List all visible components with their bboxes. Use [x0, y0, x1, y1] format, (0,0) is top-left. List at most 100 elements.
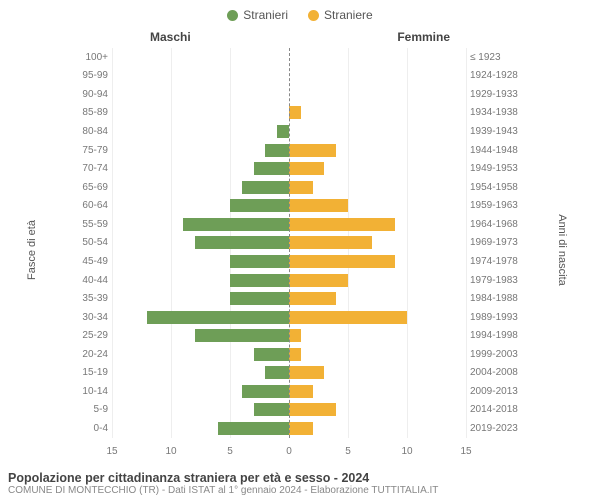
year-label: ≤ 1923	[466, 52, 528, 63]
male-half	[112, 364, 289, 383]
female-half	[289, 382, 466, 401]
age-row: 50-54 1969-1973	[72, 234, 528, 253]
year-label: 1979-1983	[466, 275, 528, 286]
female-half	[289, 234, 466, 253]
chart-subtitle: COMUNE DI MONTECCHIO (TR) - Dati ISTAT a…	[8, 485, 592, 496]
header-male: Maschi	[150, 30, 191, 44]
bar-pair	[112, 67, 466, 86]
male-half	[112, 159, 289, 178]
age-row: 20-241999-2003	[72, 345, 528, 364]
bar-pair	[112, 85, 466, 104]
age-row: 30-34 1989-1993	[72, 308, 528, 327]
age-label: 5-9	[72, 404, 112, 415]
female-half	[289, 67, 466, 86]
legend-swatch-male	[227, 10, 238, 21]
age-row: 60-641959-1963	[72, 197, 528, 216]
legend-label-male: Stranieri	[243, 8, 288, 22]
age-label: 50-54	[72, 237, 112, 248]
male-half	[112, 215, 289, 234]
x-tick: 15	[460, 446, 471, 457]
header-female: Femmine	[397, 30, 450, 44]
male-bar	[254, 348, 289, 361]
age-row: 40-441979-1983	[72, 271, 528, 290]
bar-pair	[112, 104, 466, 123]
male-bar	[230, 292, 289, 305]
year-label: 1959-1963	[466, 200, 528, 211]
female-bar	[289, 181, 313, 194]
bar-pair	[112, 382, 466, 401]
male-bar	[195, 329, 289, 342]
y-axis-right-title: Anni di nascita	[556, 214, 568, 286]
male-bar	[147, 311, 289, 324]
bar-pair	[112, 364, 466, 383]
male-half	[112, 252, 289, 271]
male-bar	[230, 274, 289, 287]
year-label: 1994-1998	[466, 330, 528, 341]
male-bar	[265, 366, 289, 379]
male-half	[112, 326, 289, 345]
bar-pair	[112, 122, 466, 141]
female-half	[289, 345, 466, 364]
year-label: 1944-1948	[466, 145, 528, 156]
year-label: 1989-1993	[466, 312, 528, 323]
female-bar	[289, 329, 301, 342]
x-tick: 0	[286, 446, 292, 457]
male-half	[112, 308, 289, 327]
age-row: 80-841939-1943	[72, 122, 528, 141]
female-bar	[289, 144, 336, 157]
bar-pair	[112, 178, 466, 197]
male-half	[112, 67, 289, 86]
age-row: 70-741949-1953	[72, 159, 528, 178]
female-half	[289, 48, 466, 67]
female-half	[289, 271, 466, 290]
year-label: 1964-1968	[466, 219, 528, 230]
age-label: 65-69	[72, 182, 112, 193]
x-tick: 5	[227, 446, 233, 457]
age-label: 70-74	[72, 163, 112, 174]
male-half	[112, 48, 289, 67]
female-bar	[289, 385, 313, 398]
year-label: 1924-1928	[466, 70, 528, 81]
male-half	[112, 85, 289, 104]
female-bar	[289, 366, 324, 379]
female-half	[289, 159, 466, 178]
female-bar	[289, 403, 336, 416]
female-bar	[289, 348, 301, 361]
male-bar	[242, 385, 289, 398]
male-half	[112, 234, 289, 253]
female-bar	[289, 218, 395, 231]
female-bar	[289, 422, 313, 435]
year-label: 1969-1973	[466, 237, 528, 248]
female-half	[289, 289, 466, 308]
female-half	[289, 197, 466, 216]
male-half	[112, 104, 289, 123]
female-bar	[289, 292, 336, 305]
male-bar	[230, 199, 289, 212]
bar-pair	[112, 271, 466, 290]
male-half	[112, 419, 289, 438]
male-bar	[277, 125, 289, 138]
year-label: 2019-2023	[466, 423, 528, 434]
bar-pair	[112, 252, 466, 271]
male-half	[112, 289, 289, 308]
year-label: 1984-1988	[466, 293, 528, 304]
age-label: 30-34	[72, 312, 112, 323]
year-label: 1974-1978	[466, 256, 528, 267]
female-bar	[289, 199, 348, 212]
age-label: 25-29	[72, 330, 112, 341]
bar-pair	[112, 215, 466, 234]
female-half	[289, 364, 466, 383]
male-bar	[230, 255, 289, 268]
male-half	[112, 178, 289, 197]
bar-pair	[112, 141, 466, 160]
female-half	[289, 326, 466, 345]
x-tick: 10	[401, 446, 412, 457]
male-half	[112, 401, 289, 420]
age-row: 35-391984-1988	[72, 289, 528, 308]
female-bar	[289, 106, 301, 119]
male-bar	[242, 181, 289, 194]
bar-pair	[112, 197, 466, 216]
x-tick: 10	[165, 446, 176, 457]
female-half	[289, 141, 466, 160]
bar-pair	[112, 159, 466, 178]
